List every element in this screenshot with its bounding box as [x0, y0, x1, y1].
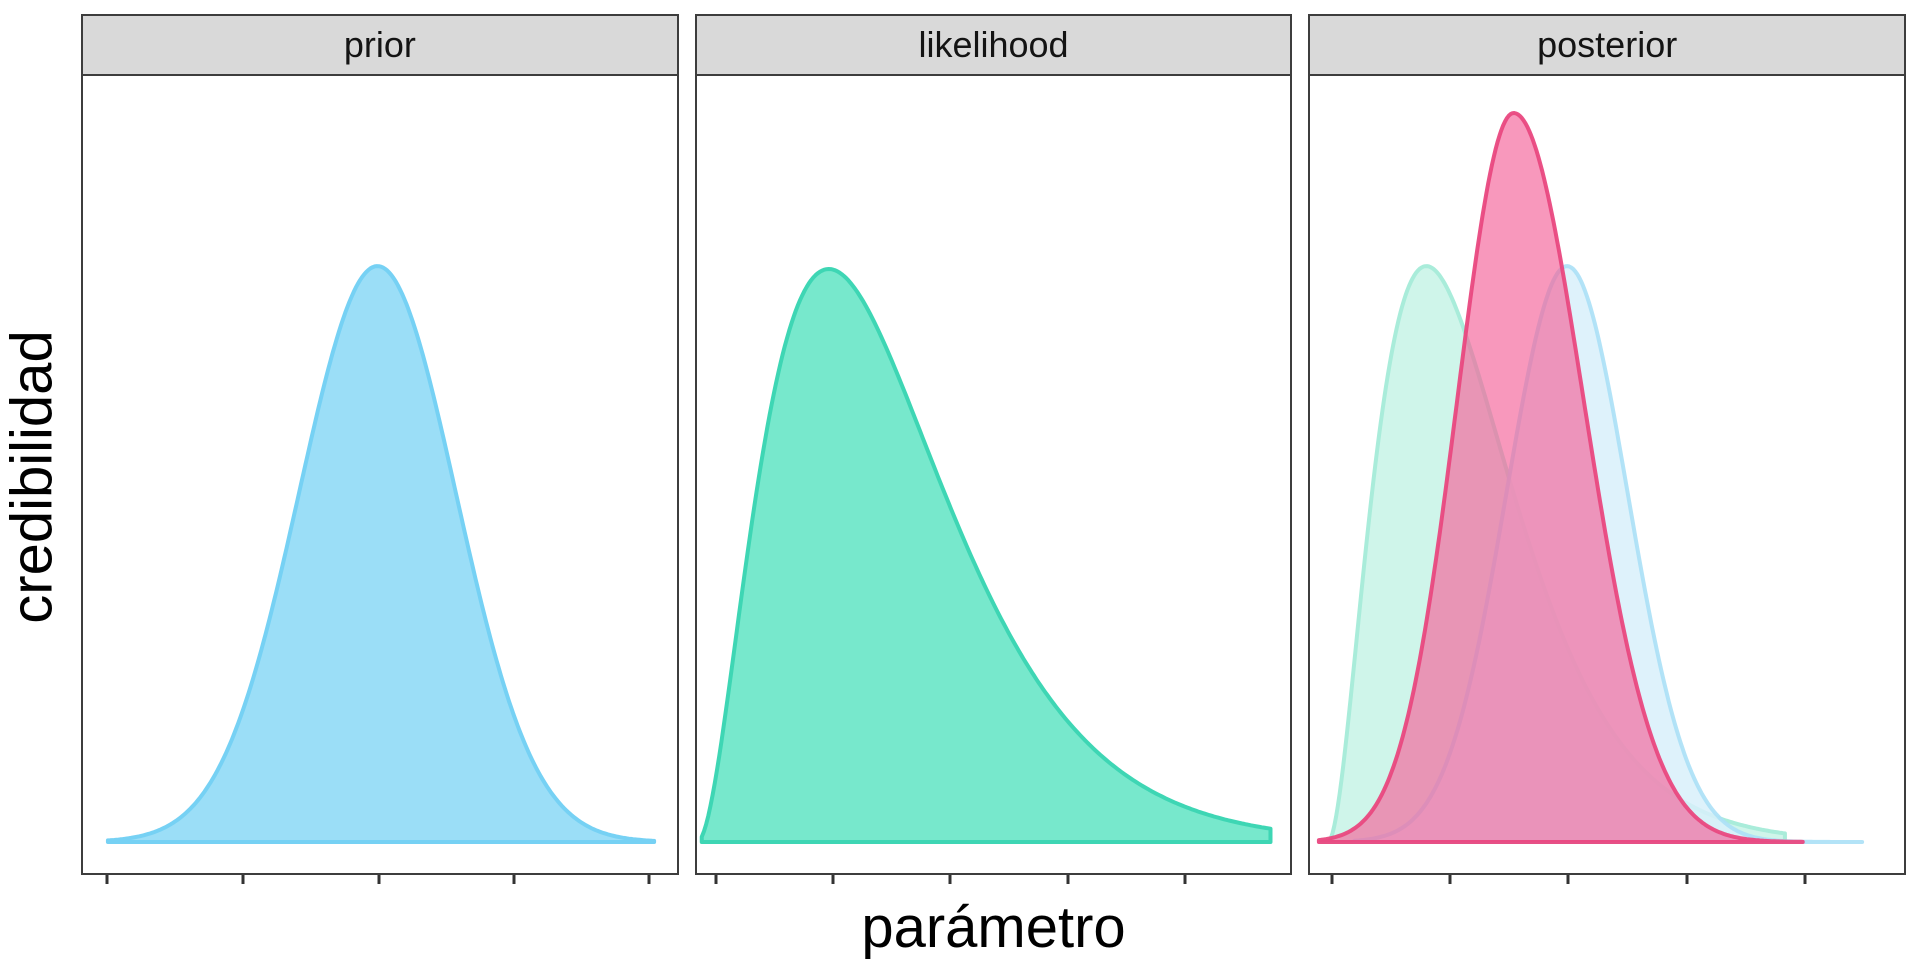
facet-strip-prior: prior [81, 14, 679, 76]
prior-density-plot [83, 76, 677, 873]
x-axis-tick [105, 875, 109, 884]
likelihood-curve [701, 269, 1270, 842]
x-axis-tick [241, 875, 245, 884]
likelihood-density-plot [697, 76, 1291, 873]
plot-panel-posterior [1308, 74, 1907, 875]
facet-likelihood: likelihood [694, 14, 1293, 887]
x-axis-tick [1448, 875, 1452, 884]
plot-panel-likelihood [694, 74, 1293, 875]
y-axis-title: credibilidad [0, 330, 65, 624]
x-axis-tick [714, 875, 718, 884]
x-axis-title: parámetro [861, 895, 1126, 960]
facet-strip-posterior: posterior [1308, 14, 1907, 76]
facet-panels-row: prior likelihood posterior [81, 14, 1907, 887]
x-axis-tick [647, 875, 651, 884]
facet-strip-likelihood: likelihood [694, 14, 1293, 76]
plot-panel-prior [81, 74, 679, 875]
x-axis-ticks-likelihood [695, 875, 1293, 887]
x-axis-tick [831, 875, 835, 884]
posterior-density-plot [1310, 76, 1904, 873]
x-axis-tick [1330, 875, 1334, 884]
x-axis-ticks-posterior [1308, 875, 1906, 887]
facet-strip-label: posterior [1537, 24, 1678, 65]
x-axis-tick [948, 875, 952, 884]
x-axis-tick [1566, 875, 1570, 884]
facet-strip-label: likelihood [918, 24, 1069, 65]
facet-prior: prior [81, 14, 679, 887]
x-axis-ticks-prior [81, 875, 679, 887]
x-axis-tick [1066, 875, 1070, 884]
facet-posterior: posterior [1308, 14, 1907, 887]
x-axis-tick [512, 875, 516, 884]
posterior-curve [1319, 113, 1803, 842]
facet-strip-label: prior [343, 24, 416, 65]
x-axis-tick [1183, 875, 1187, 884]
x-axis-tick [1803, 875, 1807, 884]
prior-curve [108, 266, 654, 842]
x-axis-tick [1685, 875, 1689, 884]
x-axis-tick [377, 875, 381, 884]
